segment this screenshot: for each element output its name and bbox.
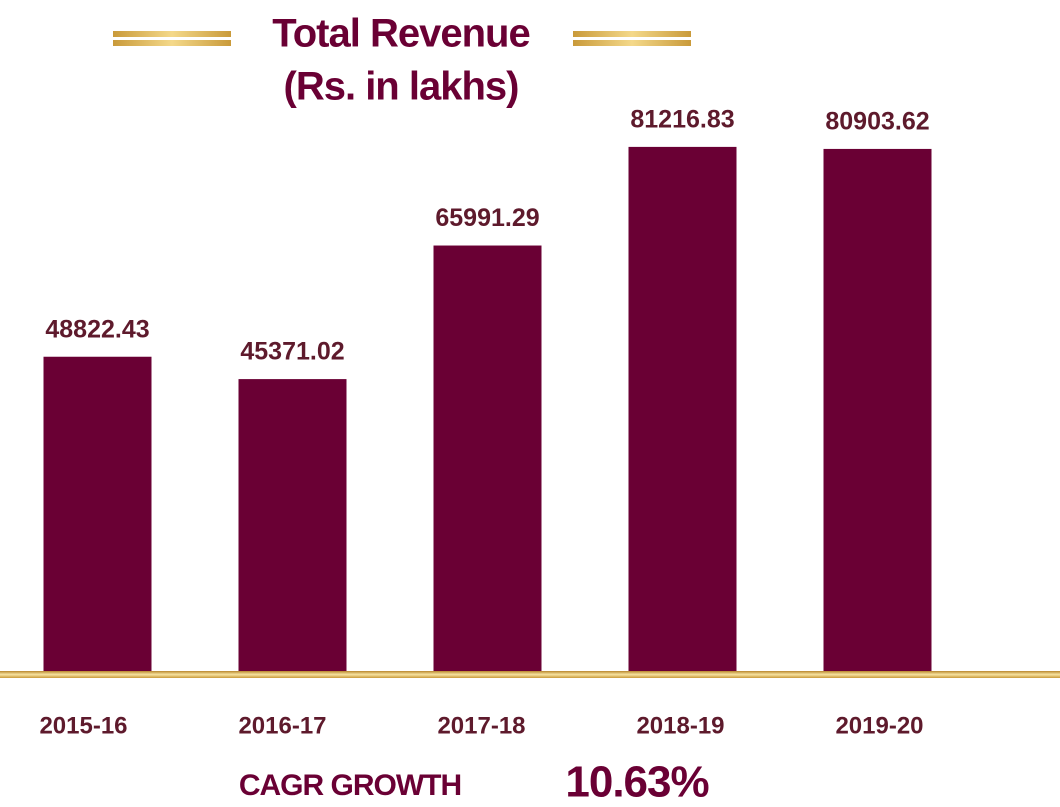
x-tick-label: 2015-16 [39, 712, 127, 739]
title-ornament-right [573, 31, 691, 46]
bar [43, 356, 152, 673]
cagr-value: 10.63% [565, 758, 708, 807]
x-tick-label: 2019-20 [835, 712, 923, 739]
x-tick-label: 2016-17 [238, 712, 326, 739]
bar [628, 146, 737, 674]
x-tick-label: 2017-18 [437, 712, 525, 739]
value-label: 45371.02 [240, 338, 344, 366]
title-ornament-left [113, 31, 231, 46]
value-label: 48822.43 [45, 315, 149, 343]
baseline [0, 671, 1060, 678]
bar [238, 379, 347, 673]
chart-subtitle: (Rs. in lakhs) [284, 65, 519, 109]
cagr-label: CAGR GROWTH [239, 769, 461, 802]
value-label: 80903.62 [825, 108, 929, 136]
bar [823, 148, 932, 674]
x-tick-label: 2018-19 [636, 712, 724, 739]
chart-title: Total Revenue [272, 12, 529, 56]
bar [433, 245, 542, 674]
value-label: 65991.29 [435, 204, 539, 232]
value-label: 81216.83 [630, 106, 734, 134]
